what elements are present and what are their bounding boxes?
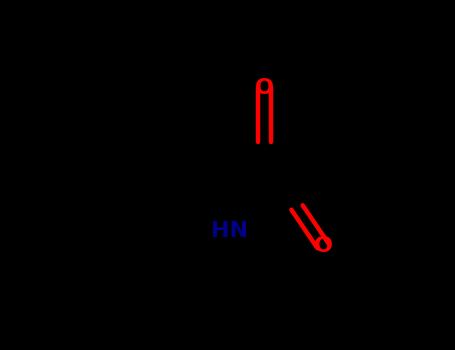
Text: O: O — [313, 236, 333, 256]
Text: HN: HN — [211, 220, 248, 241]
Text: O: O — [255, 78, 274, 98]
